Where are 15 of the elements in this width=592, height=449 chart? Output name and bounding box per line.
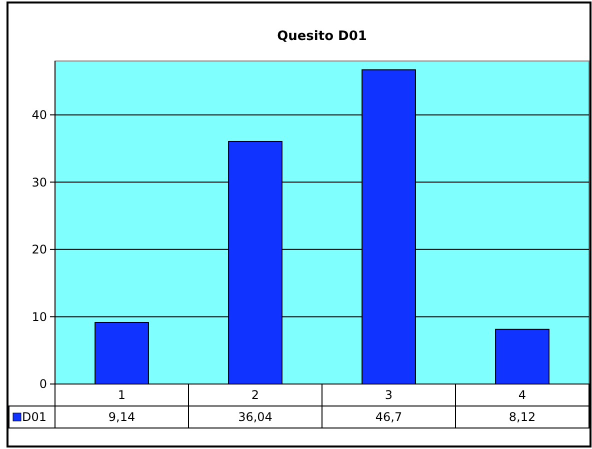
y-tick-label: 10 [32,310,47,324]
y-tick-label: 40 [32,108,47,122]
data-label: 36,04 [238,410,272,424]
y-tick-label: 0 [39,377,47,392]
y-tick-label: 30 [32,175,47,190]
x-tick-label: 4 [518,388,526,402]
chart-title: Quesito D01 [277,29,367,44]
x-tick-label: 3 [384,388,393,402]
y-tick-label: 20 [32,242,47,257]
legend-label: D01 [22,410,47,424]
x-tick-label: 2 [251,388,260,402]
x-tick-label: 1 [118,388,126,402]
data-label: 46,7 [375,410,402,424]
data-label: 8,12 [508,410,536,424]
data-label: 9,14 [108,410,136,424]
